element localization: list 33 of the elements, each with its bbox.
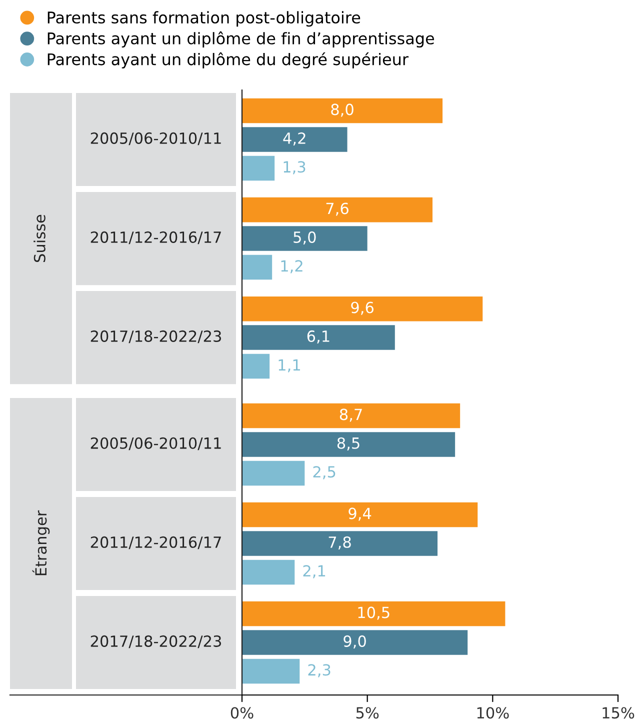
data-label: 9,0 [344,635,366,649]
x-tick-label: 10% [477,707,509,719]
text: Suisse [34,214,46,262]
data-label: 7,6 [326,202,348,216]
legend-label: Parents ayant un diplôme de fin d’apprentissage [48,31,434,48]
data-label: 8,7 [340,408,362,422]
data-label: 5,0 [294,231,316,245]
y-tick-label: 2011/12-2016/17 [90,536,221,550]
y-tick-label: 2011/12-2016/17 [90,231,221,244]
data-label: 1,2 [281,260,302,274]
data-label: 9,4 [348,508,372,521]
data-label: 8,5 [337,437,360,450]
y-tick-label: 2017/18-2022/23 [90,635,221,648]
data-label: 10,5 [358,606,390,620]
data-label: 8,0 [331,104,354,117]
data-label: 2,3 [308,664,330,678]
data-label: 4,2 [283,132,306,146]
text: Étranger [32,510,50,576]
y-tick-label: 2005/06-2010/11 [90,132,221,146]
data-label: 2,1 [303,565,326,578]
data-label: 7,8 [328,536,351,550]
x-tick-label: 5% [356,707,379,719]
y-tick-label: 2017/18-2022/23 [90,330,221,344]
data-label: 6,1 [307,330,330,344]
x-tick-label: 15% [602,707,634,719]
data-label: 1,1 [278,359,300,372]
data-label: 1,3 [284,161,306,174]
data-label: 2,5 [313,466,336,480]
data-label: 9,6 [351,302,374,315]
legend-label: Parents ayant un diplôme du degré supérieur [48,52,409,68]
legend-label: Parents sans formation post-obligatoire [48,11,360,27]
y-tick-label: 2005/06-2010/11 [90,437,221,450]
x-tick-label: 0% [230,707,254,719]
